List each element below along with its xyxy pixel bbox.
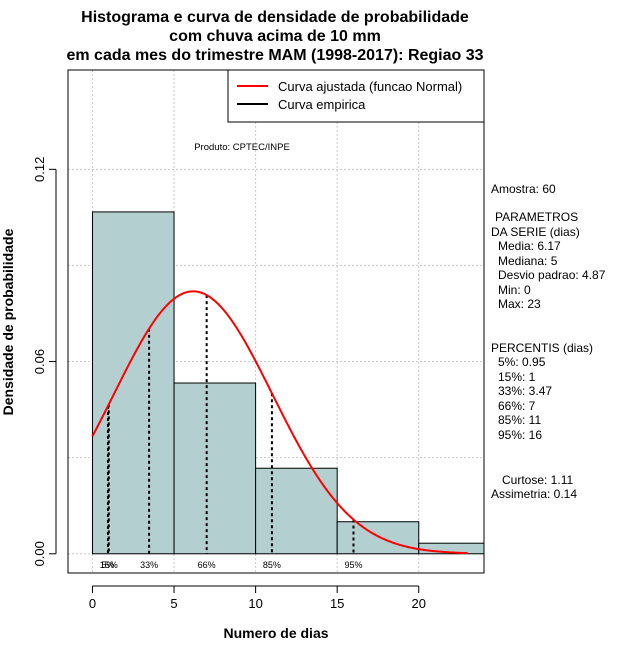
- percentile-lines: [106, 295, 355, 554]
- x-tick-label: 0: [89, 596, 96, 611]
- percentile-labels: 5%15% 33% 66% 85% 95%: [100, 560, 363, 570]
- percentile-label-15: 15%: [100, 560, 118, 570]
- stat-p85: 85%: 11: [498, 413, 541, 427]
- stat-p5: 5%: 0.95: [498, 355, 546, 369]
- y-tick-label: 0.12: [32, 157, 47, 182]
- y-axis-label: Densidade de probabilidade: [0, 228, 16, 415]
- stat-p66: 66%: 7: [498, 399, 536, 413]
- stats-panel: Amostra: 60 PARAMETROS DA SERIE (dias) M…: [491, 182, 606, 501]
- chart-title-line-1: Histograma e curva de densidade de proba…: [81, 9, 469, 26]
- legend-label-empirical: Curva empirica: [278, 97, 366, 112]
- stat-parametros-title: PARAMETROS: [495, 210, 578, 224]
- stat-max: Max: 23: [498, 297, 541, 311]
- product-annotation: Produto: CPTEC/INPE: [194, 142, 290, 153]
- stat-p33: 33%: 3.47: [498, 384, 552, 398]
- stat-curtose: Curtose: 1.11: [502, 473, 573, 487]
- stat-parametros-sub: DA SERIE (dias): [491, 225, 580, 239]
- x-tick-label: 5: [170, 596, 177, 611]
- stat-p15: 15%: 1: [498, 370, 536, 384]
- histogram-bar-1: [91, 211, 175, 555]
- x-tick-label: 20: [412, 596, 426, 611]
- stat-desvio: Desvio padrao: 4.87: [498, 268, 606, 282]
- x-tick-label: 15: [330, 596, 344, 611]
- normal-fit-curve: [91, 290, 468, 555]
- stat-amostra: Amostra: 60: [491, 182, 556, 196]
- percentile-label-66: 66%: [198, 560, 216, 570]
- stat-percentis-title: PERCENTIS (dias): [491, 341, 593, 355]
- stat-media: Media: 6.17: [498, 239, 561, 253]
- legend-box: [227, 69, 485, 123]
- chart-title-line-3: em cada mes do trimestre MAM (1998-2017)…: [66, 47, 483, 64]
- x-axis: 0 5 10 15 20: [89, 585, 426, 611]
- histogram-bar-2: [173, 382, 257, 555]
- percentile-label-95: 95%: [344, 560, 362, 570]
- histogram-bars: [91, 211, 485, 555]
- histogram-bar-4: [336, 521, 420, 555]
- stat-p95: 95%: 16: [498, 428, 542, 442]
- x-axis-label: Numero de dias: [223, 625, 328, 641]
- percentile-label-85: 85%: [263, 560, 281, 570]
- y-tick-label: 0.00: [32, 541, 47, 566]
- histogram-bar-3: [255, 467, 338, 555]
- percentile-label-5: 5%: [101, 560, 114, 570]
- y-axis: 0.00 0.06 0.12: [32, 157, 57, 566]
- stat-assimetria: Assimetria: 0.14: [491, 487, 577, 501]
- legend-label-normal: Curva ajustada (funcao Normal): [278, 79, 462, 94]
- legend: Curva ajustada (funcao Normal) Curva emp…: [227, 69, 485, 123]
- stat-min: Min: 0: [498, 283, 531, 297]
- y-tick-label: 0.06: [32, 349, 47, 374]
- chart-title-line-2: com chuva acima de 10 mm: [169, 28, 381, 45]
- percentile-label-33: 33%: [140, 560, 158, 570]
- stat-mediana: Mediana: 5: [498, 254, 558, 268]
- x-tick-label: 10: [248, 596, 262, 611]
